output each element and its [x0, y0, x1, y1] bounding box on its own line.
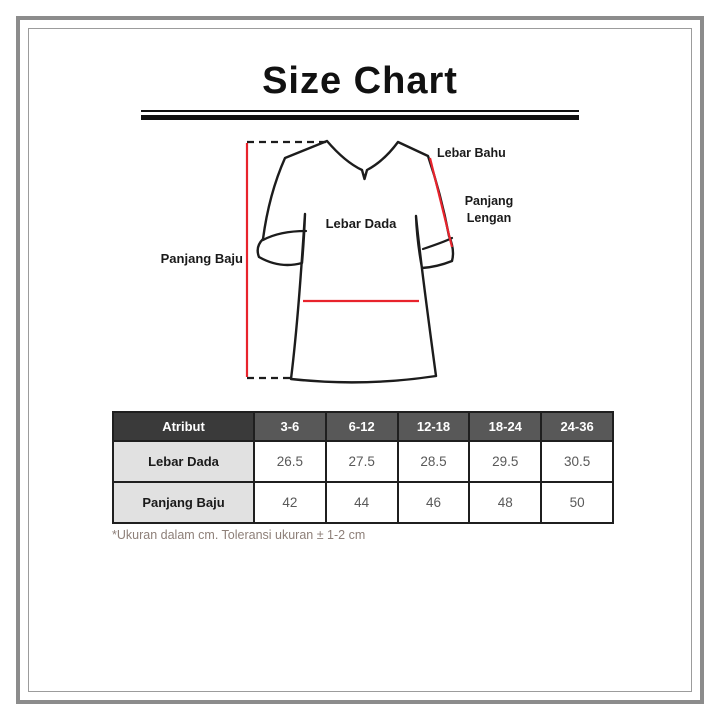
left-cuff-line — [261, 229, 308, 242]
header-cell-atribut: Atribut — [112, 411, 255, 442]
table-header-row: Atribut 3-6 6-12 12-18 18-24 24-36 — [112, 411, 614, 442]
size-tolerance-footnote: *Ukuran dalam cm. Toleransi ukuran ± 1-2… — [112, 528, 366, 542]
panjang-lengan-measure-line — [428, 157, 454, 248]
cell-panjang-baju-18-24: 48 — [468, 481, 543, 524]
header-cell-size-18-24: 18-24 — [468, 411, 543, 442]
cell-lebar-dada-12-18: 28.5 — [396, 440, 471, 483]
cell-lebar-dada-24-36: 30.5 — [540, 440, 614, 483]
row-label-panjang-baju: Panjang Baju — [112, 481, 255, 524]
header-cell-size-24-36: 24-36 — [540, 411, 614, 442]
page-title: Size Chart — [262, 60, 458, 102]
label-panjang-lengan-line2: Lengan — [467, 211, 511, 225]
label-lebar-bahu: Lebar Bahu — [437, 146, 506, 160]
divider-thick-line — [141, 115, 579, 120]
header-cell-size-3-6: 3-6 — [253, 411, 327, 442]
cell-lebar-dada-6-12: 27.5 — [324, 440, 399, 483]
size-table: Atribut 3-6 6-12 12-18 18-24 24-36 Lebar… — [112, 411, 614, 524]
divider-thin-line — [141, 110, 579, 112]
title-divider — [141, 110, 579, 120]
header-cell-size-12-18: 12-18 — [396, 411, 471, 442]
label-lebar-dada: Lebar Dada — [326, 216, 398, 231]
cell-lebar-dada-3-6: 26.5 — [253, 440, 327, 483]
row-label-lebar-dada: Lebar Dada — [112, 440, 255, 483]
table-row-panjang-baju: Panjang Baju 42 44 46 48 50 — [112, 481, 614, 524]
table-row-lebar-dada: Lebar Dada 26.5 27.5 28.5 29.5 30.5 — [112, 440, 614, 483]
label-panjang-lengan-line1: Panjang — [465, 194, 514, 208]
header-cell-size-6-12: 6-12 — [324, 411, 399, 442]
cell-panjang-baju-6-12: 44 — [324, 481, 399, 524]
cell-lebar-dada-18-24: 29.5 — [468, 440, 543, 483]
label-panjang-baju: Panjang Baju — [161, 251, 243, 266]
cell-panjang-baju-24-36: 50 — [540, 481, 614, 524]
cell-panjang-baju-3-6: 42 — [253, 481, 327, 524]
cell-panjang-baju-12-18: 46 — [396, 481, 471, 524]
shirt-outline — [256, 139, 455, 384]
